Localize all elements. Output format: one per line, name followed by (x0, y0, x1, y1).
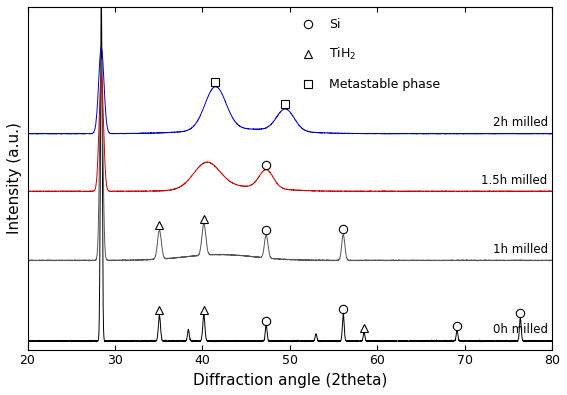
Text: Si: Si (329, 18, 341, 30)
Text: 2h milled: 2h milled (493, 116, 548, 129)
Y-axis label: Intensity (a.u.): Intensity (a.u.) (7, 122, 22, 234)
Text: 0h milled: 0h milled (493, 324, 548, 337)
Text: 1.5h milled: 1.5h milled (481, 174, 548, 187)
Text: TiH$_2$: TiH$_2$ (329, 46, 356, 62)
Text: 1h milled: 1h milled (493, 243, 548, 256)
X-axis label: Diffraction angle (2theta): Diffraction angle (2theta) (193, 373, 387, 388)
Text: Metastable phase: Metastable phase (329, 78, 440, 91)
